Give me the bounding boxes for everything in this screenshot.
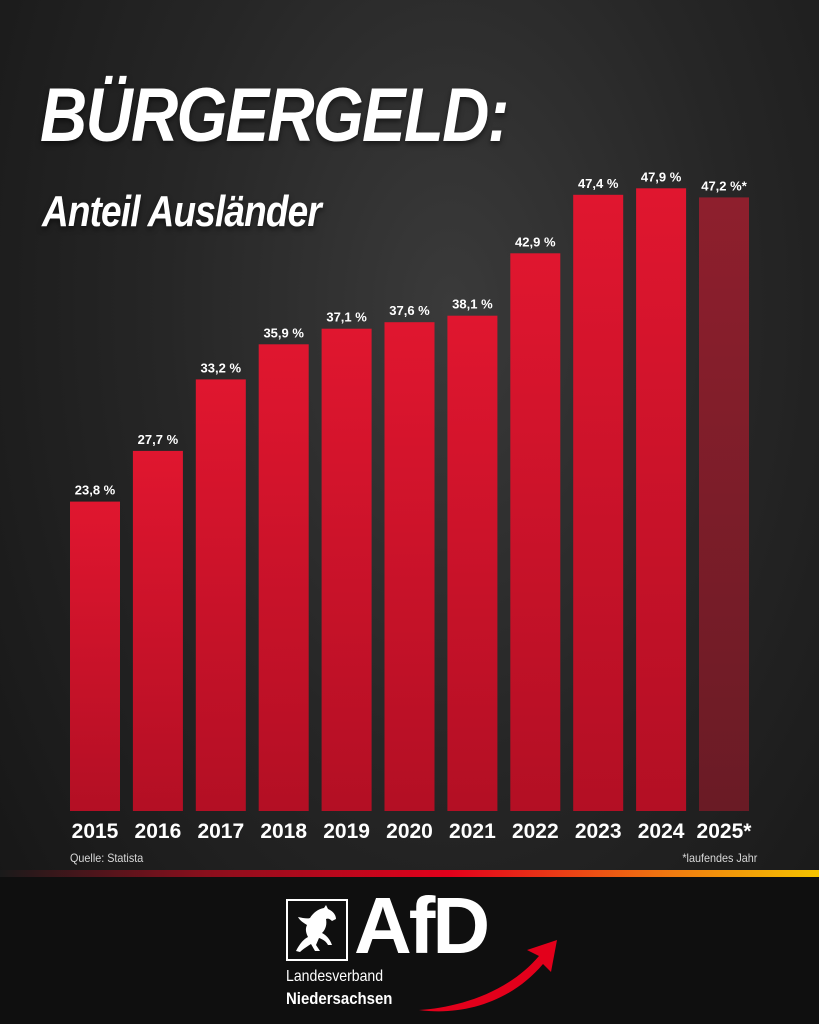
value-label-2025*: 47,2 %* bbox=[701, 178, 747, 193]
category-label-2023: 2023 bbox=[575, 820, 622, 843]
category-label-2022: 2022 bbox=[512, 820, 559, 843]
bar-2017 bbox=[195, 379, 246, 811]
category-label-2024: 2024 bbox=[638, 820, 685, 843]
value-label-2016: 27,7 % bbox=[138, 432, 179, 447]
category-label-2017: 2017 bbox=[197, 820, 244, 843]
bar-2023 bbox=[573, 194, 624, 812]
bar-chart: 23,8 % 2015 27,7 % 2016 33,2 % 2017 35,9 % 2018… bbox=[70, 169, 753, 843]
page-title: BÜRGERGELD: bbox=[40, 73, 509, 158]
value-label-2019: 37,1 % bbox=[326, 310, 367, 325]
bar-2020 bbox=[384, 322, 435, 811]
category-label-2016: 2016 bbox=[135, 820, 182, 843]
category-label-2025*: 2025* bbox=[697, 820, 753, 843]
horse-emblem-icon bbox=[286, 899, 348, 961]
region-line-1: Landesverband bbox=[286, 968, 384, 985]
footer-bar bbox=[0, 877, 819, 1024]
value-label-2018: 35,9 % bbox=[263, 325, 304, 340]
value-label-2015: 23,8 % bbox=[75, 483, 116, 498]
value-label-2020: 37,6 % bbox=[389, 303, 430, 318]
value-label-2022: 42,9 % bbox=[515, 234, 556, 249]
source-note: Quelle: Statista bbox=[70, 851, 144, 865]
value-label-2023: 47,4 % bbox=[578, 176, 619, 191]
footnote: *laufendes Jahr bbox=[681, 851, 757, 865]
value-label-2017: 33,2 % bbox=[201, 360, 242, 375]
bar-2015 bbox=[70, 501, 120, 811]
bar-2022 bbox=[510, 253, 561, 812]
page-subtitle: Anteil Ausländer bbox=[42, 187, 322, 236]
bar-2018 bbox=[258, 344, 309, 811]
bar-2025* bbox=[699, 197, 749, 811]
party-logo: AfD bbox=[354, 881, 490, 970]
value-label-2021: 38,1 % bbox=[452, 297, 493, 312]
value-label-2024: 47,9 % bbox=[641, 169, 682, 184]
bar-2021 bbox=[447, 315, 498, 811]
bar-2016 bbox=[132, 450, 183, 811]
swoosh-arrow-icon bbox=[419, 940, 557, 1012]
category-label-2020: 2020 bbox=[386, 820, 433, 843]
category-label-2018: 2018 bbox=[260, 820, 307, 843]
region-line-2: Niedersachsen bbox=[286, 989, 393, 1008]
category-label-2019: 2019 bbox=[323, 820, 370, 843]
color-divider bbox=[0, 870, 819, 877]
bar-2024 bbox=[636, 188, 687, 812]
bar-2019 bbox=[321, 328, 372, 811]
category-label-2021: 2021 bbox=[449, 820, 496, 843]
category-label-2015: 2015 bbox=[72, 820, 119, 843]
